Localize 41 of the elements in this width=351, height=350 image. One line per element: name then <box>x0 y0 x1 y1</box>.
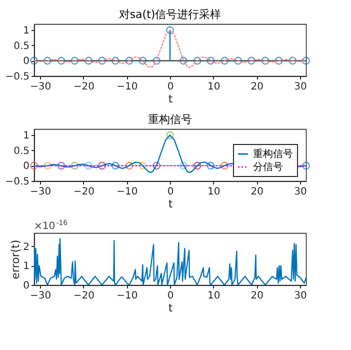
y-tick-label: 0 <box>23 280 30 292</box>
y-tick-label: 0.5 <box>14 40 30 52</box>
x-tick-label: −30 <box>30 82 52 92</box>
y-axis-title: error(t) <box>9 240 22 280</box>
x-tick-label: 10 <box>207 82 220 92</box>
x-tick-label: 0 <box>167 290 174 302</box>
x-tick-label: 30 <box>294 186 307 198</box>
x-tick-label: −20 <box>73 82 94 92</box>
x-tick-label: 30 <box>294 290 307 302</box>
y-tick-label: −0.5 <box>5 176 30 188</box>
x-tick-label: −10 <box>116 186 138 198</box>
x-tick-label: −30 <box>30 290 52 302</box>
x-tick-label: 20 <box>250 186 264 198</box>
y-tick-label: 0 <box>23 56 30 68</box>
x-tick-label: −30 <box>30 186 52 198</box>
x-tick-label: −20 <box>73 186 94 198</box>
x-tick-label: 20 <box>250 82 264 92</box>
x-tick-label: 0 <box>167 82 174 92</box>
line-series <box>34 30 306 68</box>
chart-title: 重构信号 <box>148 113 192 126</box>
y-tick-label: 2 <box>23 242 30 253</box>
y-tick-label: 1 <box>23 26 30 37</box>
x-axis-title: t <box>168 198 174 210</box>
x-tick-label: 20 <box>250 290 264 302</box>
x-tick-label: 10 <box>207 186 220 198</box>
y-tick-label: 1 <box>23 130 30 142</box>
chart-title: 对sa(t)信号进行采样 <box>118 8 222 21</box>
x-tick-label: 0 <box>167 186 174 198</box>
x-axis-title: t <box>168 302 174 314</box>
x-tick-label: −20 <box>73 290 94 302</box>
x-axis-title: t <box>168 92 174 106</box>
y-tick-label: −0.5 <box>5 72 30 82</box>
y-tick-label: 1 <box>23 261 30 272</box>
x-tick-label: −10 <box>116 290 138 302</box>
y-tick-label: 0.5 <box>14 146 30 157</box>
legend-label: 重构信号 <box>253 148 293 160</box>
legend-label: 分信号 <box>253 161 283 173</box>
x-tick-label: 30 <box>294 82 307 92</box>
x-tick-label: 10 <box>207 290 220 302</box>
y-tick-label: 0 <box>23 161 30 172</box>
x-tick-label: −10 <box>116 82 138 92</box>
